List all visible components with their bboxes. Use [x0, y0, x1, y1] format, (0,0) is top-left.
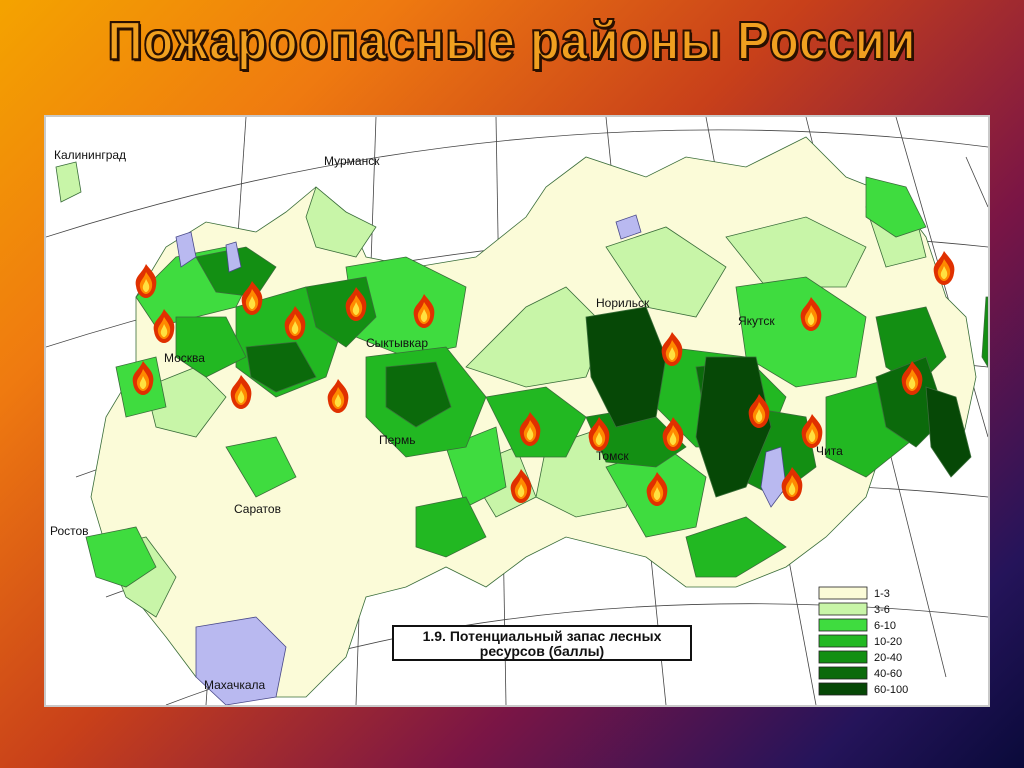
map-caption-line2: ресурсов (баллы) [479, 643, 605, 659]
legend-label: 40-60 [874, 668, 902, 680]
city-label-tomsk: Томск [596, 449, 629, 463]
lake-onega [225, 241, 242, 273]
map-caption-line1: 1.9. Потенциальный запас лесных [422, 628, 662, 644]
city-label-chita: Чита [816, 444, 843, 458]
city-label-perm: Пермь [379, 433, 415, 447]
legend-label: 3-6 [874, 604, 890, 616]
water-bodies [175, 214, 787, 705]
city-label-murmansk: Мурманск [324, 154, 380, 168]
forest-resources-map: Калининград Мурманск Москва Сыктывкар Пе… [44, 115, 990, 707]
city-label-rostov: Ростов [50, 524, 89, 538]
city-label-norilsk: Норильск [596, 296, 650, 310]
legend-swatch-5 [818, 650, 868, 664]
city-labels: Калининград Мурманск Москва Сыктывкар Пе… [50, 148, 843, 692]
map-canvas: Калининград Мурманск Москва Сыктывкар Пе… [46, 117, 988, 705]
legend-swatch-7 [818, 682, 868, 696]
city-label-kaliningrad: Калининград [54, 148, 126, 162]
legend-label: 10-20 [874, 636, 902, 648]
taimyr-lake [615, 214, 642, 240]
legend-swatch-6 [818, 666, 868, 680]
slide-title: Пожароопасные районы России [107, 10, 917, 72]
city-label-yakutsk: Якутск [738, 314, 775, 328]
legend-swatch-3 [818, 618, 868, 632]
lake-ladoga [175, 231, 197, 268]
city-label-makhachkala: Махачкала [204, 678, 266, 692]
legend-label: 1-3 [874, 588, 890, 600]
city-label-syktyvkar: Сыктывкар [366, 336, 428, 350]
city-label-moscow: Москва [164, 351, 205, 365]
legend-label: 6-10 [874, 620, 896, 632]
legend-swatch-4 [818, 634, 868, 648]
caspian-sea [195, 616, 287, 705]
legend-label: 60-100 [874, 684, 908, 696]
legend-swatch-2 [818, 602, 868, 616]
legend: 1-3 3-6 6-10 10-20 20-40 40-60 60-100 [818, 586, 908, 696]
legend-swatch-1 [818, 586, 868, 600]
lake-baikal [760, 446, 787, 508]
city-label-saratov: Саратов [234, 502, 281, 516]
map-caption: 1.9. Потенциальный запас лесных ресурсов… [392, 625, 692, 661]
legend-label: 20-40 [874, 652, 902, 664]
